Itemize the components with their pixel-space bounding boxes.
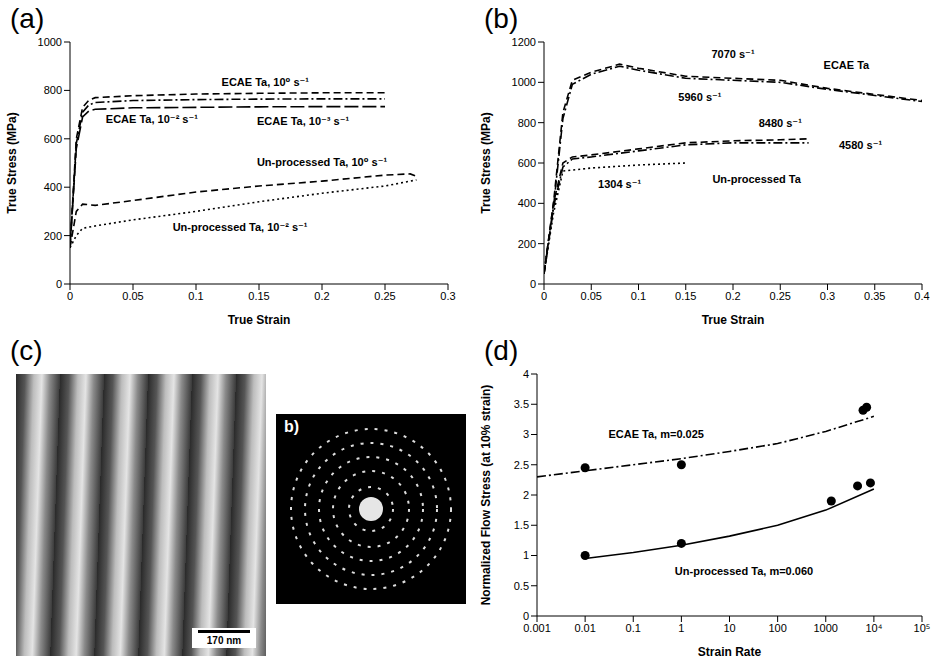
svg-text:0.35: 0.35	[864, 290, 885, 302]
svg-text:800: 800	[518, 117, 536, 129]
svg-text:0: 0	[67, 290, 73, 302]
svg-text:600: 600	[518, 157, 536, 169]
svg-text:ECAE Ta, 10⁰ s⁻¹: ECAE Ta, 10⁰ s⁻¹	[222, 76, 310, 88]
svg-text:ECAE Ta, 10⁻³ s⁻¹: ECAE Ta, 10⁻³ s⁻¹	[257, 115, 349, 127]
svg-text:1: 1	[523, 549, 529, 561]
html-text:170 nm: 170 nm	[206, 635, 242, 646]
svg-text:1304 s⁻¹: 1304 s⁻¹	[598, 178, 641, 190]
svg-text:0.05: 0.05	[581, 290, 602, 302]
svg-text:1000: 1000	[814, 622, 838, 634]
svg-text:0: 0	[541, 290, 547, 302]
svg-text:400: 400	[44, 181, 62, 193]
svg-text:ECAE Ta, m=0.025: ECAE Ta, m=0.025	[608, 428, 703, 440]
svg-text:Un-processed Ta, 10⁰ s⁻¹: Un-processed Ta, 10⁰ s⁻¹	[257, 156, 388, 168]
svg-text:2: 2	[523, 489, 529, 501]
svg-text:0.25: 0.25	[374, 290, 395, 302]
svg-text:0.2: 0.2	[314, 290, 329, 302]
svg-text:True Stress (MPa): True Stress (MPa)	[5, 112, 19, 213]
svg-text:5960 s⁻¹: 5960 s⁻¹	[678, 91, 721, 103]
svg-text:1: 1	[678, 622, 684, 634]
svg-text:0.3: 0.3	[820, 290, 835, 302]
svg-text:0.3: 0.3	[440, 290, 455, 302]
svg-text:Un-processed Ta, m=0.060: Un-processed Ta, m=0.060	[675, 565, 813, 577]
svg-text:1200: 1200	[512, 36, 536, 48]
svg-text:0.01: 0.01	[574, 622, 595, 634]
svg-text:7070 s⁻¹: 7070 s⁻¹	[711, 48, 754, 60]
svg-text:0: 0	[56, 278, 62, 290]
svg-text:2.5: 2.5	[514, 459, 529, 471]
html-text:b): b)	[284, 418, 300, 435]
svg-text:0.1: 0.1	[631, 290, 646, 302]
svg-text:0.001: 0.001	[523, 622, 551, 634]
svg-text:4580 s⁻¹: 4580 s⁻¹	[839, 139, 882, 151]
html-text:(b): (b)	[484, 3, 519, 34]
svg-text:Un-processed Ta, 10⁻² s⁻¹: Un-processed Ta, 10⁻² s⁻¹	[173, 221, 308, 233]
svg-text:1000: 1000	[38, 36, 62, 48]
svg-text:10: 10	[723, 622, 735, 634]
svg-text:8480 s⁻¹: 8480 s⁻¹	[759, 117, 802, 129]
html-text:(c): (c)	[10, 335, 43, 366]
html-text:(a): (a)	[10, 3, 45, 34]
svg-text:0.1: 0.1	[626, 622, 641, 634]
svg-text:0.15: 0.15	[675, 290, 696, 302]
svg-text:0.05: 0.05	[122, 290, 143, 302]
svg-text:600: 600	[44, 133, 62, 145]
svg-text:0: 0	[523, 610, 529, 622]
svg-text:4: 4	[523, 368, 529, 380]
svg-text:0.2: 0.2	[725, 290, 740, 302]
svg-text:True Strain: True Strain	[702, 313, 765, 327]
svg-text:1.5: 1.5	[514, 519, 529, 531]
svg-text:Normalized Flow Stress (at 10%: Normalized Flow Stress (at 10% strain)	[479, 385, 493, 606]
svg-text:0: 0	[530, 278, 536, 290]
svg-text:1000: 1000	[512, 76, 536, 88]
html-text:(d): (d)	[484, 335, 519, 366]
svg-text:400: 400	[518, 197, 536, 209]
svg-text:ECAE Ta, 10⁻² s⁻¹: ECAE Ta, 10⁻² s⁻¹	[106, 113, 198, 125]
svg-text:10⁴: 10⁴	[865, 622, 882, 634]
svg-text:0.1: 0.1	[188, 290, 203, 302]
svg-text:True Strain: True Strain	[228, 313, 291, 327]
svg-text:0.25: 0.25	[770, 290, 791, 302]
svg-text:ECAE Ta: ECAE Ta	[824, 59, 871, 71]
svg-text:200: 200	[44, 230, 62, 242]
svg-text:0.15: 0.15	[248, 290, 269, 302]
svg-text:Un-processed Ta: Un-processed Ta	[712, 173, 801, 185]
svg-text:800: 800	[44, 84, 62, 96]
svg-text:0.4: 0.4	[914, 290, 929, 302]
svg-text:True Stress (MPa): True Stress (MPa)	[479, 112, 493, 213]
svg-text:100: 100	[768, 622, 786, 634]
svg-text:0.5: 0.5	[514, 580, 529, 592]
svg-text:10⁵: 10⁵	[914, 622, 931, 634]
svg-text:Strain Rate: Strain Rate	[698, 645, 762, 659]
svg-text:3: 3	[523, 428, 529, 440]
svg-text:3.5: 3.5	[514, 398, 529, 410]
svg-text:200: 200	[518, 238, 536, 250]
